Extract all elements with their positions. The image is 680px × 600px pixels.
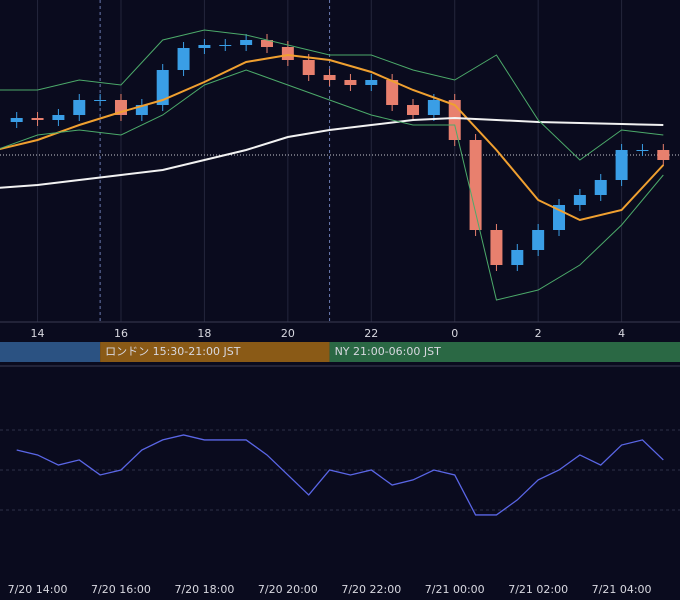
candle-body <box>615 150 628 180</box>
candle-body <box>344 80 357 85</box>
x-tick-label: 7/21 02:00 <box>508 583 568 596</box>
x-tick-label: 7/20 20:00 <box>258 583 318 596</box>
x-tick-label: 7/20 18:00 <box>174 583 234 596</box>
x-tick-label: 7/20 14:00 <box>8 583 68 596</box>
x-tick-label: 7/20 22:00 <box>341 583 401 596</box>
session-label: ロンドン 15:30-21:00 JST <box>105 345 241 358</box>
candle-body <box>73 100 86 115</box>
candle-body <box>448 100 461 140</box>
candle-body <box>219 45 232 46</box>
candle-body <box>469 140 482 230</box>
candle-body <box>198 45 211 48</box>
session-band <box>0 342 101 362</box>
x-tick-label: 7/21 04:00 <box>592 583 652 596</box>
session-label: NY 21:00-06:00 JST <box>335 345 442 358</box>
candle-body <box>52 115 65 120</box>
x-tick-label: 20 <box>281 327 295 340</box>
candle-body <box>490 230 503 265</box>
x-tick-label: 16 <box>114 327 128 340</box>
indicator-line <box>0 53 665 222</box>
candle-body <box>240 40 253 45</box>
session-band <box>329 342 680 362</box>
candle-body <box>511 250 524 265</box>
candle-body <box>177 48 190 70</box>
x-tick-label: 22 <box>364 327 378 340</box>
x-tick-label: 14 <box>31 327 45 340</box>
candle-body <box>31 118 44 120</box>
x-tick-label: 4 <box>618 327 625 340</box>
x-tick-label: 7/20 16:00 <box>91 583 151 596</box>
candle-body <box>260 40 273 47</box>
x-tick-label: 7/21 00:00 <box>425 583 485 596</box>
indicator-line <box>0 29 664 161</box>
x-tick-label: 0 <box>451 327 458 340</box>
candle-body <box>636 150 649 151</box>
indicator-line <box>0 69 664 301</box>
candle-body <box>156 70 169 105</box>
candle-body <box>281 47 294 60</box>
x-tick-label: 2 <box>535 327 542 340</box>
candle-body <box>532 230 545 250</box>
candle-body <box>10 118 23 122</box>
candle-body <box>135 105 148 115</box>
candle-body <box>365 80 378 85</box>
candle-body <box>407 105 420 115</box>
candle-body <box>94 100 107 101</box>
candle-body <box>386 80 399 105</box>
candle-body <box>573 195 586 205</box>
candle-body <box>323 75 336 80</box>
x-tick-label: 18 <box>197 327 211 340</box>
candle-body <box>594 180 607 195</box>
candle-body <box>657 150 670 160</box>
session-band <box>100 342 330 362</box>
candle-body <box>302 60 315 75</box>
indicator-line <box>16 434 664 516</box>
candle-body <box>427 100 440 115</box>
indicator-line <box>0 116 664 189</box>
